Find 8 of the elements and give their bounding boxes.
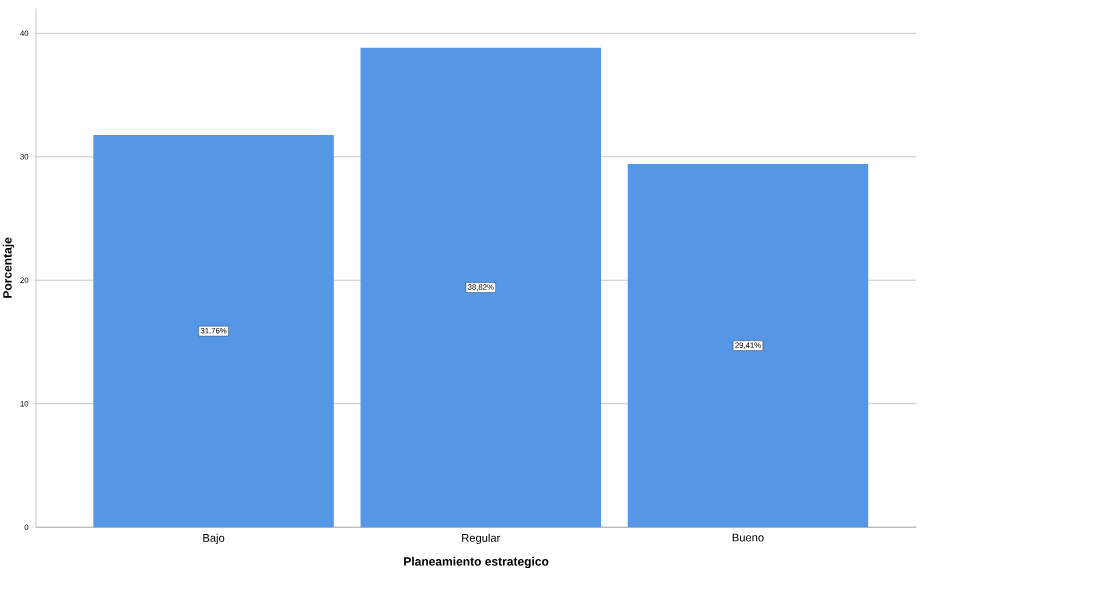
x-axis-title: Planeamiento estrategico (404, 556, 549, 568)
bar (627, 163, 869, 528)
bar (93, 134, 334, 528)
bar (360, 47, 602, 528)
x-tick-label: Bajo (203, 533, 225, 544)
y-axis-title: Porcentaje (2, 237, 15, 298)
x-tick-label: Regular (462, 533, 501, 544)
x-tick-label: Bueno (732, 533, 764, 542)
